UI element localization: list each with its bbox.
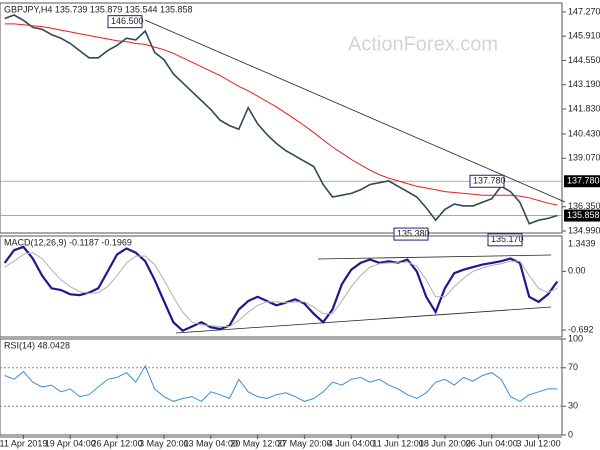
y-tick-label: 140.430 bbox=[568, 128, 600, 138]
x-tick-label: 18 Jun 20:00 bbox=[419, 438, 471, 448]
annotation-box bbox=[487, 233, 523, 247]
y-tick-label: 0 bbox=[568, 429, 573, 439]
trend-line bbox=[317, 254, 552, 260]
panel-frame bbox=[0, 2, 563, 234]
x-tick-label: 26 Jun 04:00 bbox=[466, 438, 518, 448]
y-tick-label: 144.550 bbox=[568, 55, 600, 65]
y-tick-label: 134.990 bbox=[568, 225, 600, 235]
series-line bbox=[4, 364, 558, 403]
y-tick-label: 139.070 bbox=[568, 153, 600, 163]
level-label-box bbox=[564, 175, 600, 188]
x-tick-label: 19 Apr 04:00 bbox=[45, 438, 96, 448]
y-tick-label: -0.692 bbox=[568, 324, 594, 334]
x-tick-label: 3 Jul 12:00 bbox=[517, 438, 561, 448]
annotation-box bbox=[469, 174, 505, 188]
series-line bbox=[3, 245, 559, 332]
x-tick-label: 20 May 12:00 bbox=[230, 438, 285, 448]
level-label: 137.780 bbox=[567, 176, 600, 186]
x-tick-label: 11 Apr 2019 bbox=[0, 438, 47, 448]
y-tick-label: 0.00 bbox=[568, 266, 586, 276]
panel-frame bbox=[0, 338, 563, 436]
y-tick-label: 147.270 bbox=[568, 6, 600, 16]
trend-line bbox=[144, 19, 566, 203]
annotation-label: 146.500 bbox=[111, 16, 144, 26]
y-tick-label: 143.190 bbox=[568, 79, 600, 89]
series-line bbox=[4, 252, 558, 327]
y-tick-label: 70 bbox=[568, 362, 578, 372]
panel-title: MACD(12,26,9) -0.1187 -0.1969 bbox=[4, 237, 132, 247]
level-label: 135.858 bbox=[567, 210, 600, 220]
x-tick-label: 3 May 20:00 bbox=[139, 438, 189, 448]
panel-title: RSI(14) 48.0428 bbox=[4, 340, 70, 350]
y-tick-label: 141.830 bbox=[568, 103, 600, 113]
x-tick-label: 26 Apr 12:00 bbox=[92, 438, 143, 448]
y-scale-label: 1.3439 bbox=[568, 238, 596, 248]
y-tick-label: 145.910 bbox=[568, 31, 600, 41]
annotation-box bbox=[393, 227, 429, 241]
panel-frame bbox=[0, 235, 563, 338]
y-tick-label: 136.350 bbox=[568, 201, 600, 211]
x-tick-label: 27 May 20:00 bbox=[277, 438, 332, 448]
y-tick-label: 30 bbox=[568, 401, 578, 411]
series-line bbox=[4, 23, 558, 206]
x-tick-label: 13 May 04:00 bbox=[183, 438, 238, 448]
annotation-label: 137.780 bbox=[473, 176, 506, 186]
annotation-label: 135.170 bbox=[491, 234, 524, 244]
series-line bbox=[4, 14, 558, 225]
y-tick-label: 100 bbox=[568, 333, 583, 343]
panel-title: GBPJPY,H4 135.739 135.879 135.544 135.85… bbox=[4, 4, 193, 14]
watermark: ActionForex.com bbox=[348, 33, 498, 55]
annotation-label: 135.380 bbox=[397, 228, 430, 238]
annotation-box bbox=[107, 15, 143, 29]
level-label-box bbox=[564, 209, 600, 222]
trend-line bbox=[175, 306, 552, 334]
x-tick-label: 11 Jun 12:00 bbox=[372, 438, 423, 448]
x-tick-label: 4 Jun 04:00 bbox=[328, 438, 375, 448]
